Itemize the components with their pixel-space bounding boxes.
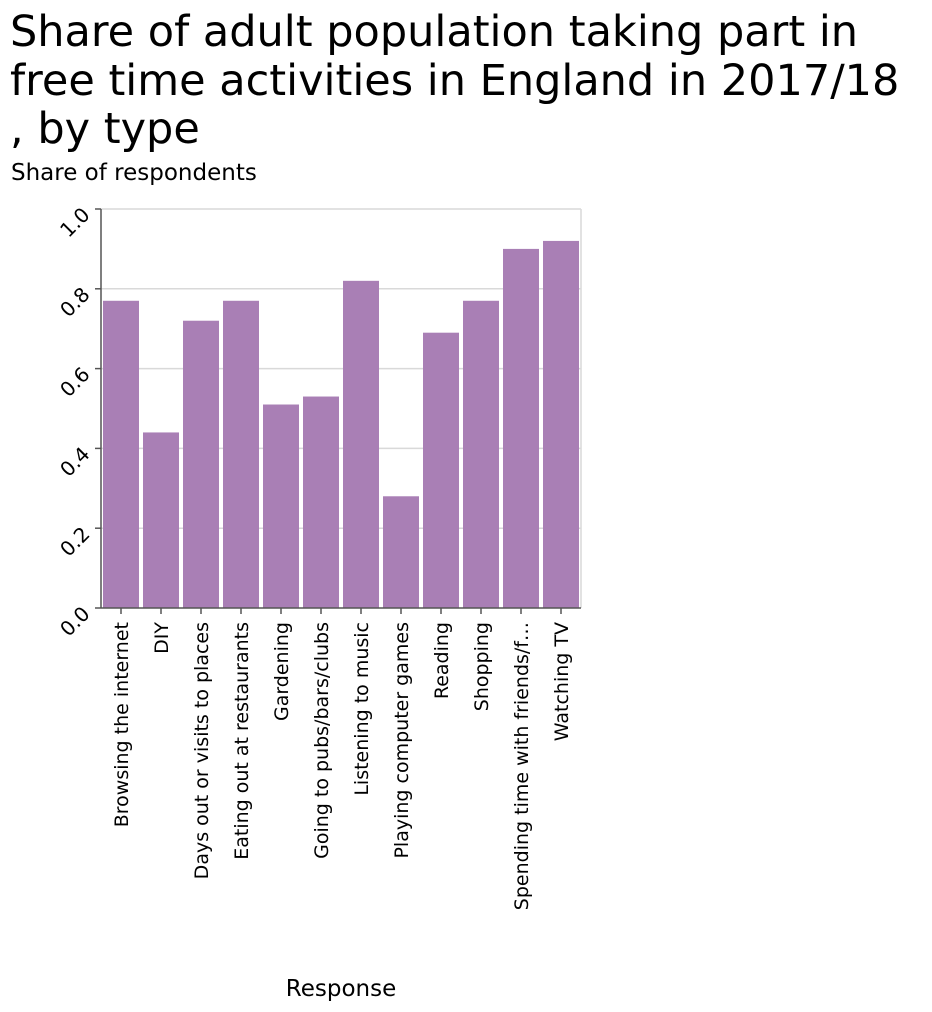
y-tick-label: 0.4 [55,442,94,481]
chart-title-line-2: free time activities in England in 2017/… [10,56,899,106]
x-tick-label: DIY [151,622,173,654]
bar [463,300,499,608]
bar [103,300,139,608]
y-tick-labels: 0.0 0.2 0.4 0.6 0.8 1.0 [55,203,94,641]
x-tick-label: Going to pubs/bars/clubs [311,622,333,859]
y-axis-label: Share of respondents [11,160,257,186]
bar [343,280,379,608]
x-axis-label: Response [286,976,396,1002]
y-tick-label: 0.2 [55,522,94,561]
y-tick-label: 0.8 [55,282,94,321]
x-tick-label: Eating out at restaurants [231,622,253,860]
x-tick-label: Playing computer games [391,622,413,859]
x-tick-label: Gardening [271,622,293,721]
bars [103,240,579,609]
bar [423,332,459,608]
x-tick-labels: Browsing the internet DIY Days out or visi… [111,622,573,911]
bar [503,248,539,608]
chart-title-line-1: Share of adult population taking part in [10,7,858,57]
x-tick-label: Shopping [471,622,493,711]
y-tick-label: 1.0 [55,203,94,242]
bar [143,432,179,608]
gridlines [101,208,582,608]
x-tick-label: Reading [431,622,453,699]
x-tick-label: Listening to music [351,622,373,796]
y-tick-label: 0.6 [55,362,94,401]
bar [543,240,579,609]
x-tick-label: Watching TV [551,622,573,741]
chart-title-line-3: , by type [10,104,200,154]
x-tick-label: Days out or visits to places [191,622,213,879]
axes [95,208,581,614]
x-tick-label: Browsing the internet [111,622,133,827]
bar [223,300,259,608]
bar [183,320,219,608]
x-tick-label: Spending time with friends/f… [511,622,533,910]
y-tick-label: 0.0 [55,602,94,641]
bar [383,496,419,608]
bar [303,396,339,608]
bar [263,404,299,608]
